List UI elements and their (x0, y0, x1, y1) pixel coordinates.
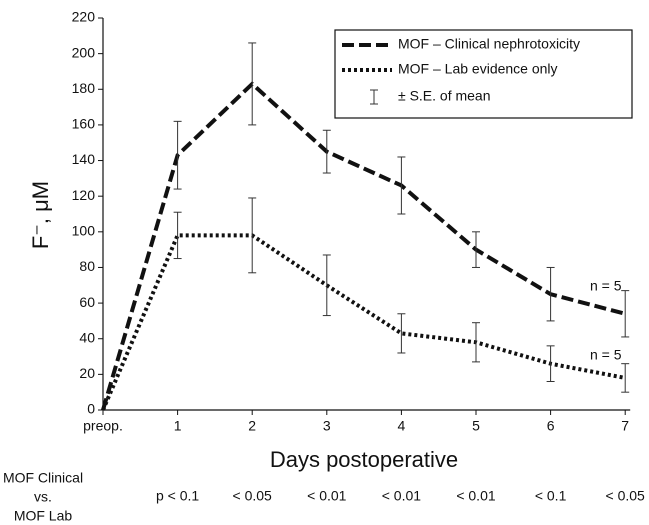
x-tick-label: 6 (547, 418, 555, 434)
x-tick-label: 2 (248, 418, 256, 434)
x-tick-label: 4 (398, 418, 406, 434)
x-axis-label: Days postoperative (270, 447, 458, 472)
y-tick-label: 120 (72, 187, 96, 203)
y-tick-label: 80 (79, 258, 95, 274)
p-value: p < 0.1 (156, 488, 199, 504)
y-tick-label: 180 (72, 80, 96, 96)
y-tick-label: 140 (72, 151, 96, 167)
y-tick-label: 60 (79, 294, 95, 310)
y-axis-label: F⁻, μM (28, 181, 53, 249)
x-tick-label: 7 (621, 418, 629, 434)
x-tick-label: 3 (323, 418, 331, 434)
legend-label: ± S.E. of mean (398, 88, 491, 104)
series-line (101, 233, 626, 411)
series-line (101, 81, 626, 411)
y-tick-label: 0 (87, 401, 95, 417)
legend-label: MOF – Lab evidence only (398, 61, 558, 77)
x-tick-label: 1 (174, 418, 182, 434)
annotation: n = 5 (590, 278, 622, 294)
y-tick-label: 100 (72, 223, 96, 239)
y-tick-label: 200 (72, 44, 96, 60)
legend-label: MOF – Clinical nephrotoxicity (398, 36, 580, 52)
p-value: < 0.01 (382, 488, 422, 504)
y-tick-label: 160 (72, 116, 96, 132)
comparison-label: MOF Lab (14, 508, 73, 524)
annotation: n = 5 (590, 347, 622, 363)
p-value: < 0.05 (233, 488, 273, 504)
x-tick-label: preop. (83, 418, 123, 434)
comparison-label: MOF Clinical (3, 470, 83, 486)
comparison-label: vs. (34, 489, 52, 505)
p-value: < 0.01 (307, 488, 347, 504)
p-value: < 0.1 (535, 488, 567, 504)
y-tick-label: 20 (79, 365, 95, 381)
y-tick-label: 220 (72, 9, 96, 25)
x-tick-label: 5 (472, 418, 480, 434)
p-value: < 0.01 (456, 488, 496, 504)
y-tick-label: 40 (79, 329, 95, 345)
p-value: < 0.05 (606, 488, 646, 504)
